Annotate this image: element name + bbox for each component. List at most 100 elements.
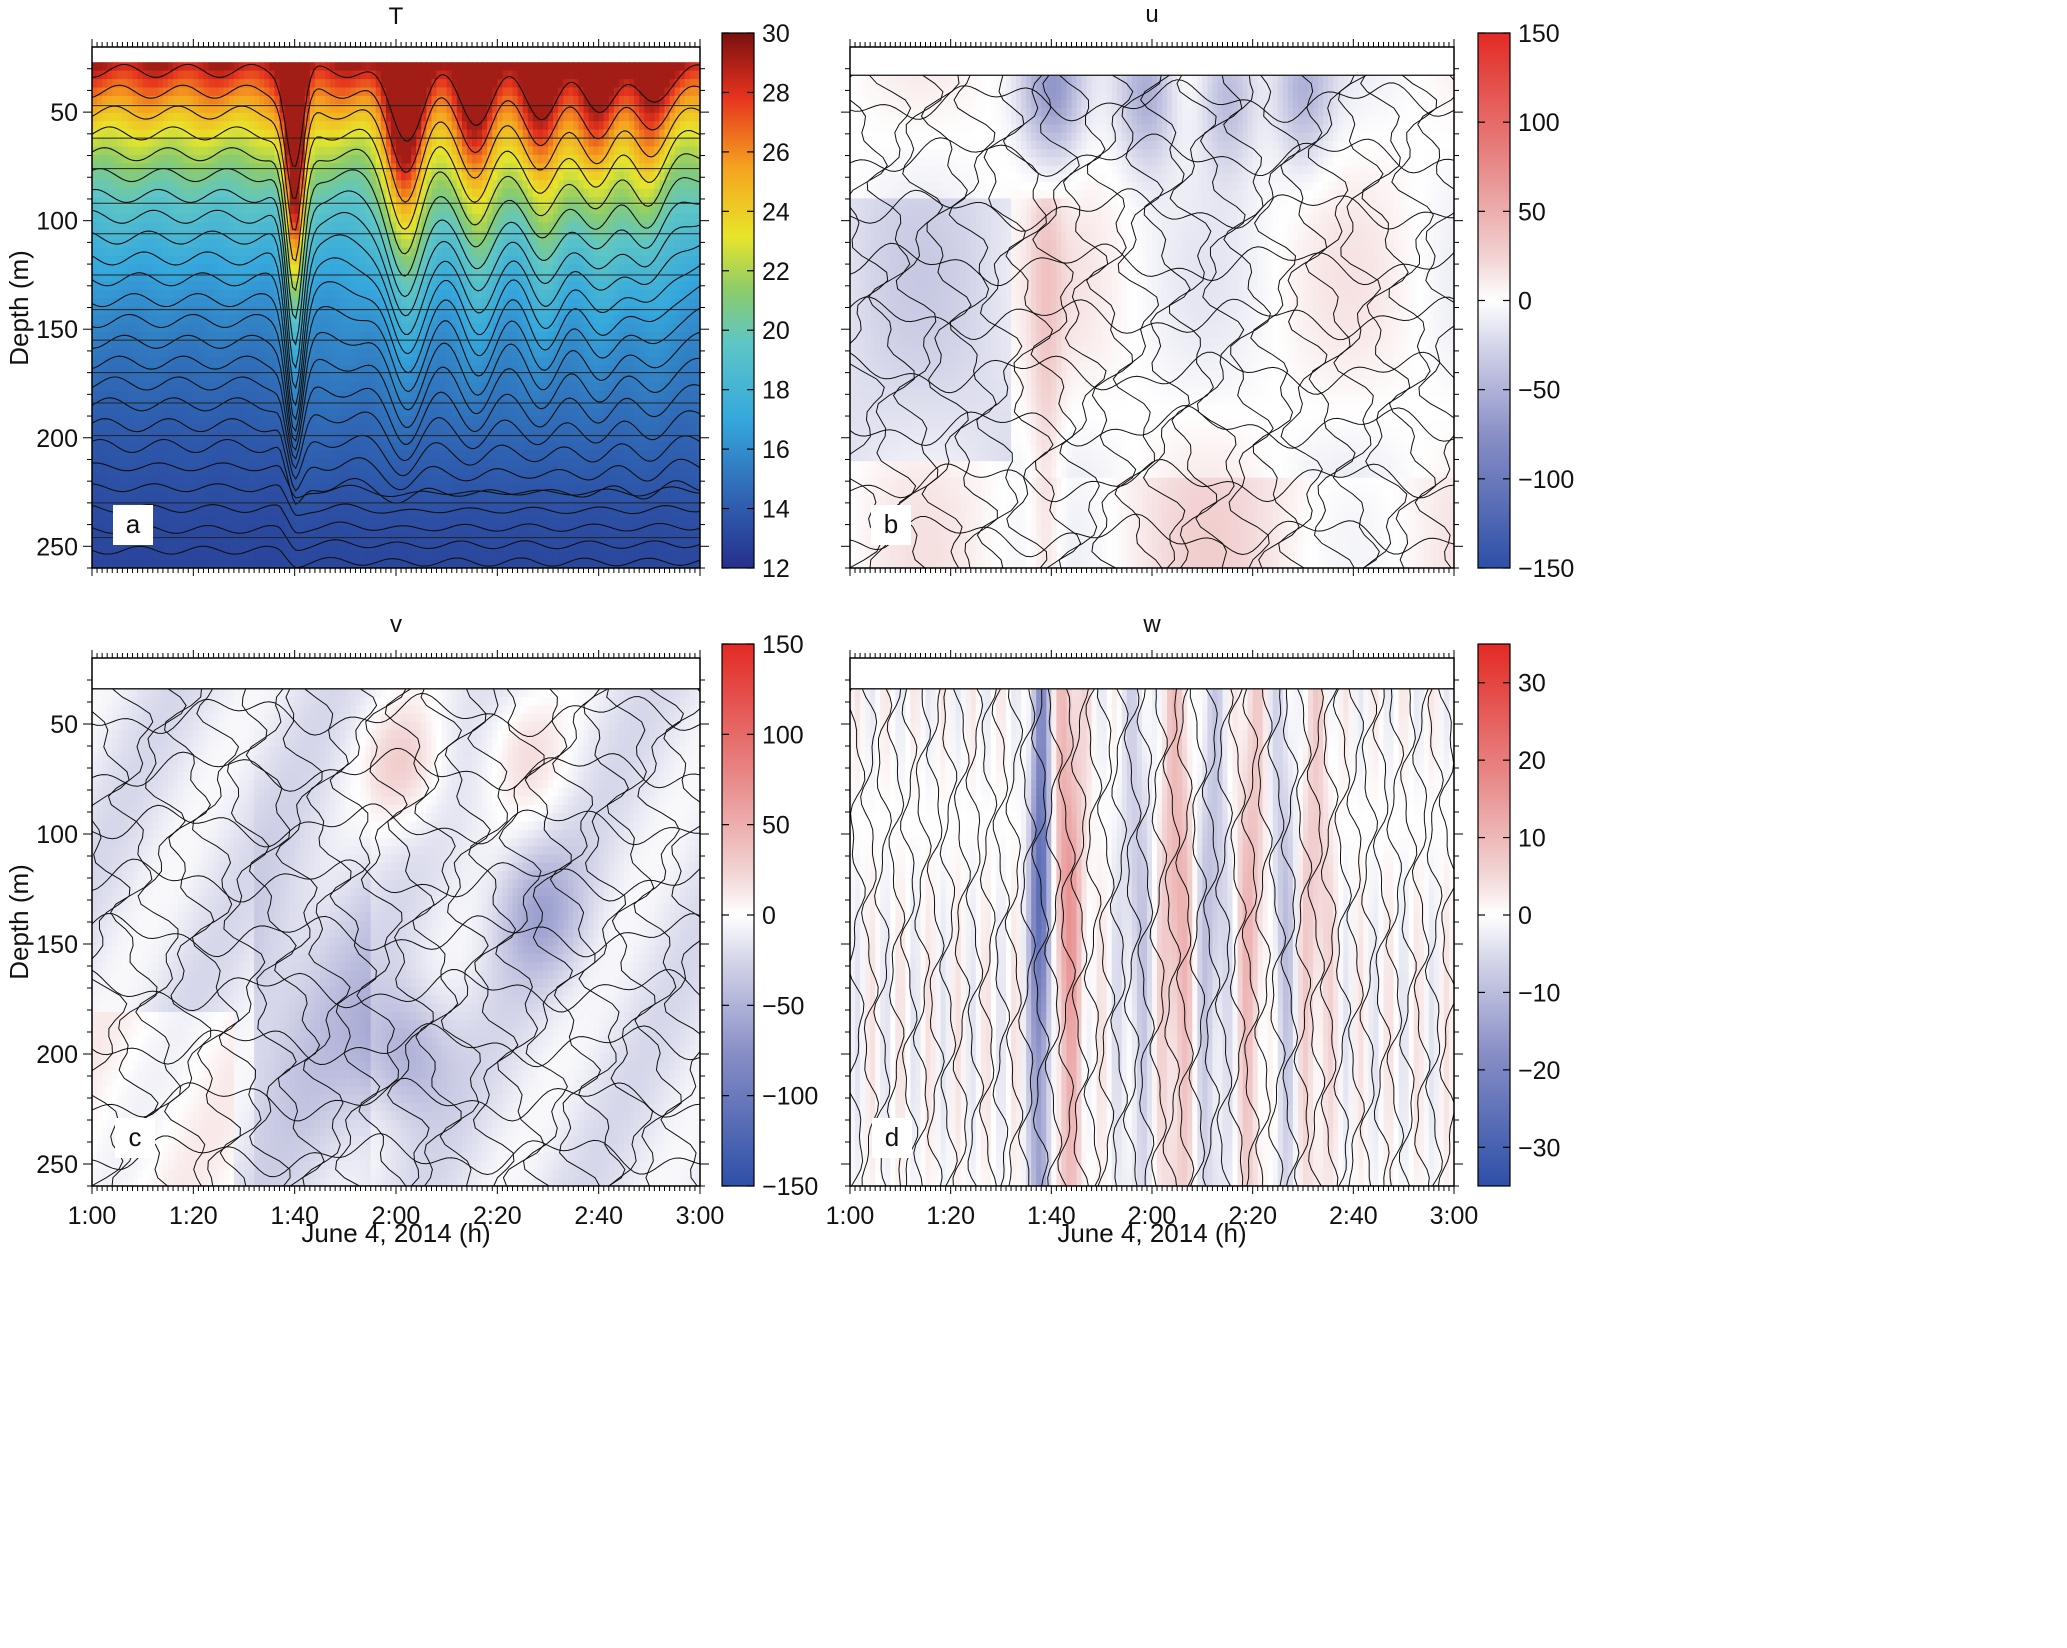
field-cell — [168, 146, 174, 156]
field-cell — [456, 500, 463, 510]
field-cell — [213, 323, 220, 333]
field-cell — [193, 121, 199, 131]
field-cell — [385, 391, 392, 401]
field-cell — [507, 79, 514, 89]
field-cell — [446, 171, 453, 181]
field-cell — [461, 323, 468, 333]
field-cell — [188, 534, 194, 544]
field-cell — [350, 466, 357, 476]
field-cell — [320, 146, 326, 156]
field-cell — [259, 138, 265, 148]
field-cell — [238, 104, 245, 114]
field-cell — [466, 458, 473, 468]
field-cell — [294, 500, 301, 510]
field-cell — [325, 492, 331, 502]
field-cell — [147, 551, 154, 561]
field-cell — [487, 365, 493, 375]
field-cell — [178, 348, 184, 358]
field-cell — [507, 399, 514, 409]
field-cell — [446, 559, 453, 568]
field-cell — [254, 450, 260, 460]
field-cell — [289, 121, 296, 131]
field-cell — [152, 559, 159, 568]
field-cell — [477, 534, 483, 544]
field-cell — [441, 551, 448, 561]
field-cell — [127, 399, 134, 409]
field-cell — [157, 171, 164, 181]
field-cell — [330, 70, 336, 80]
field-cell — [203, 79, 210, 89]
field-cell — [274, 509, 281, 519]
field-cell — [299, 450, 306, 460]
field-cell — [137, 315, 144, 325]
field-cell — [122, 407, 129, 417]
field-cell — [117, 112, 123, 122]
field-cell — [416, 180, 422, 190]
field-cell — [330, 348, 336, 358]
field-cell — [441, 171, 448, 181]
field-cell — [284, 70, 291, 80]
field-cell — [340, 121, 346, 131]
field-cell — [127, 357, 134, 367]
field-cell — [233, 416, 240, 426]
field-cell — [208, 332, 215, 342]
field-cell — [456, 441, 463, 451]
field-cell — [264, 239, 270, 249]
field-cell — [507, 509, 514, 519]
field-cell — [411, 466, 417, 476]
field-cell — [183, 180, 189, 190]
field-cell — [340, 348, 346, 358]
field-cell — [401, 62, 407, 72]
field-cell — [249, 542, 255, 552]
field-cell — [492, 407, 498, 417]
field-cell — [406, 146, 412, 156]
field-cell — [401, 542, 407, 552]
field-cell — [218, 129, 225, 139]
field-cell — [421, 281, 427, 291]
field-cell — [102, 79, 108, 89]
field-cell — [208, 95, 215, 105]
field-cell — [380, 256, 387, 266]
field-cell — [244, 441, 250, 451]
field-cell — [421, 306, 427, 316]
field-cell — [385, 306, 392, 316]
field-cell — [178, 70, 184, 80]
field-cell — [466, 281, 473, 291]
field-cell — [401, 272, 407, 282]
field-cell — [401, 171, 407, 181]
field-cell — [208, 509, 215, 519]
field-cell — [320, 281, 326, 291]
field-cell — [238, 500, 245, 510]
field-cell — [269, 424, 275, 434]
field-cell — [173, 264, 179, 274]
field-cell — [238, 205, 245, 215]
field-cell — [477, 256, 483, 266]
field-cell — [218, 121, 225, 131]
field-cell — [314, 213, 321, 223]
field-cell — [269, 104, 275, 114]
field-cell — [198, 525, 205, 535]
field-cell — [370, 365, 377, 375]
field-cell — [320, 492, 326, 502]
field-cell — [249, 492, 255, 502]
field-cell — [426, 289, 433, 299]
field-cell — [411, 87, 417, 97]
field-cell — [355, 163, 362, 173]
field-cell — [137, 382, 144, 392]
field-cell — [289, 500, 296, 510]
field-cell — [370, 534, 377, 544]
field-cell — [208, 382, 215, 392]
field-cell — [289, 264, 296, 274]
field-cell — [472, 87, 478, 97]
field-cell — [309, 264, 316, 274]
field-cell — [472, 62, 478, 72]
field-cell — [502, 357, 509, 367]
field-cell — [370, 104, 377, 114]
field-cell — [350, 298, 357, 308]
field-cell — [117, 340, 123, 350]
field-cell — [294, 492, 301, 502]
field-cell — [309, 213, 316, 223]
field-cell — [456, 188, 463, 198]
field-cell — [456, 306, 463, 316]
field-cell — [385, 138, 392, 148]
